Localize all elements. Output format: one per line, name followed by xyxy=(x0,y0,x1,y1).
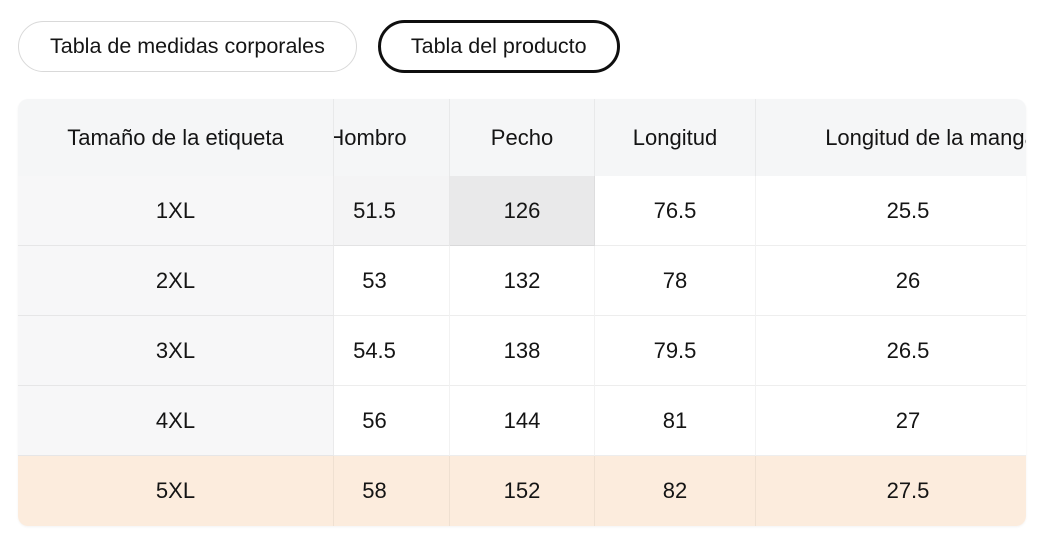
size-table-card: Tamaño de la etiqueta Hombro Pecho Longi… xyxy=(18,99,1026,526)
row-header-size[interactable]: 2XL xyxy=(18,246,334,316)
size-table-scroll-area[interactable]: Tamaño de la etiqueta Hombro Pecho Longi… xyxy=(18,99,1026,526)
size-chart-tabs: Tabla de medidas corporales Tabla del pr… xyxy=(18,20,620,73)
size-table: Tamaño de la etiqueta Hombro Pecho Longi… xyxy=(18,99,1026,526)
measurement-cell[interactable]: 26 xyxy=(756,246,1026,316)
measurement-cell[interactable]: 79.5 xyxy=(595,316,756,386)
row-header-size[interactable]: 1XL xyxy=(18,176,334,246)
measurement-cell[interactable]: 78 xyxy=(595,246,756,316)
measurement-cell[interactable]: 82 xyxy=(595,456,756,526)
header-row: Tamaño de la etiqueta Hombro Pecho Longi… xyxy=(18,99,1026,176)
column-header-label-size: Tamaño de la etiqueta xyxy=(18,99,334,176)
row-header-size[interactable]: 5XL xyxy=(18,456,334,526)
table-row-5xl-highlighted: 5XL 58 152 82 27.5 xyxy=(18,456,1026,526)
tab-body-measurements[interactable]: Tabla de medidas corporales xyxy=(18,21,357,72)
measurement-cell-highlighted[interactable]: 126 xyxy=(450,176,595,246)
column-header-length: Longitud xyxy=(595,99,756,176)
measurement-cell[interactable]: 25.5 xyxy=(756,176,1026,246)
measurement-cell[interactable]: 138 xyxy=(450,316,595,386)
measurement-cell[interactable]: 27 xyxy=(756,386,1026,456)
measurement-cell[interactable]: 27.5 xyxy=(756,456,1026,526)
table-row-1xl: 1XL 51.5 126 76.5 25.5 xyxy=(18,176,1026,246)
measurement-cell[interactable]: 132 xyxy=(450,246,595,316)
row-header-size[interactable]: 3XL xyxy=(18,316,334,386)
table-row-4xl: 4XL 56 144 81 27 xyxy=(18,386,1026,456)
column-header-chest: Pecho xyxy=(450,99,595,176)
column-header-sleeve-length: Longitud de la manga xyxy=(756,99,1026,176)
tab-product-measurements[interactable]: Tabla del producto xyxy=(377,20,620,73)
measurement-cell[interactable]: 81 xyxy=(595,386,756,456)
measurement-cell[interactable]: 152 xyxy=(450,456,595,526)
measurement-cell[interactable]: 76.5 xyxy=(595,176,756,246)
measurement-cell[interactable]: 144 xyxy=(450,386,595,456)
table-row-2xl: 2XL 53 132 78 26 xyxy=(18,246,1026,316)
measurement-cell[interactable]: 26.5 xyxy=(756,316,1026,386)
table-row-3xl: 3XL 54.5 138 79.5 26.5 xyxy=(18,316,1026,386)
row-header-size[interactable]: 4XL xyxy=(18,386,334,456)
